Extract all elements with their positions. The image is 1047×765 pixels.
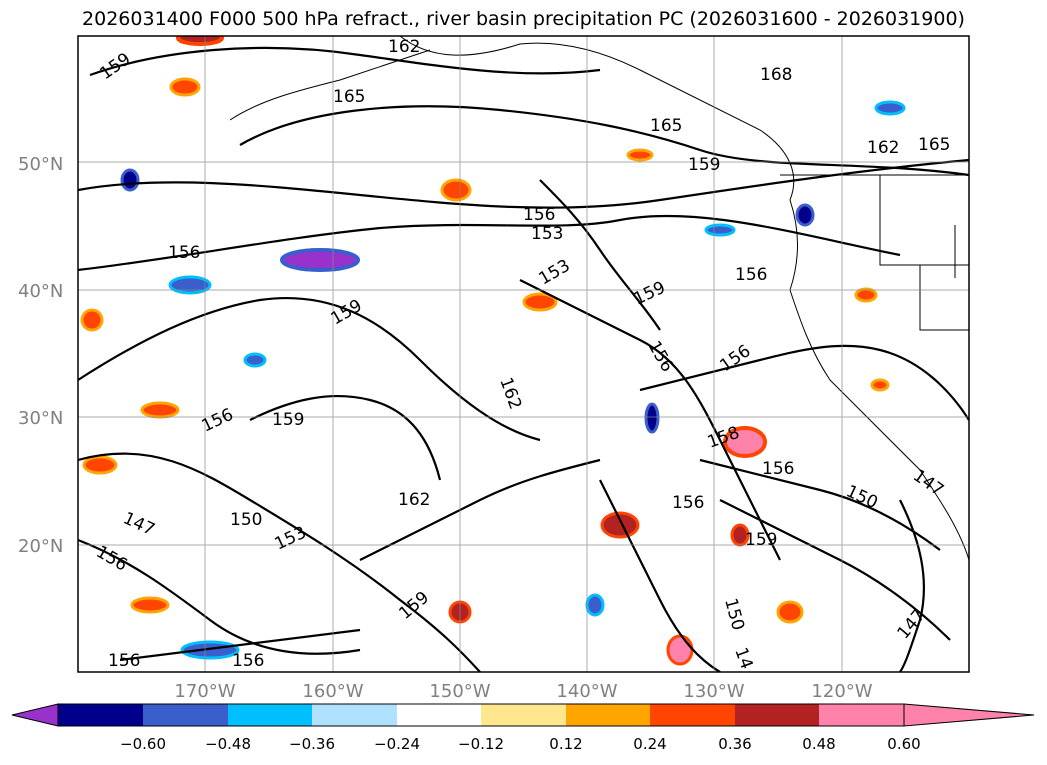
map-title: 2026031400 F000 500 hPa refract., river … xyxy=(82,8,965,30)
precip-blob xyxy=(795,203,815,227)
precip-blob xyxy=(854,287,878,303)
contour-label: 156 xyxy=(108,651,140,671)
precip-blob xyxy=(169,77,201,97)
colorbar-tick: 0.36 xyxy=(718,735,752,753)
contour-label: 156 xyxy=(168,243,200,263)
precip-blob xyxy=(130,596,170,614)
contour-label: 156 xyxy=(735,265,767,285)
contour-label: 156 xyxy=(672,493,704,513)
precip-blob xyxy=(243,352,267,368)
colorbar-tick: 0.24 xyxy=(633,735,667,753)
precip-blob xyxy=(585,593,605,617)
lat-label: 20°N xyxy=(18,536,63,557)
contour-label: 156 xyxy=(523,205,555,225)
colorbar-segment xyxy=(819,704,904,726)
map-content: 159 165 162 168 165 162 165 159 156 153 … xyxy=(78,36,969,672)
lon-label: 120°W xyxy=(811,681,872,702)
precip-blob xyxy=(666,634,694,666)
colorbar-tick: −0.48 xyxy=(205,735,251,753)
precip-shading xyxy=(80,36,906,666)
contour-label: 162 xyxy=(867,138,899,158)
lat-label: 50°N xyxy=(18,154,63,175)
contour-label: 153 xyxy=(531,224,563,244)
colorbar-segment xyxy=(650,704,735,726)
colorbar-extend-min xyxy=(11,703,59,727)
precip-blob xyxy=(723,426,767,458)
precip-blob xyxy=(776,600,804,624)
colorbar-tick: 0.12 xyxy=(549,735,583,753)
precip-blob xyxy=(874,100,906,116)
precip-blob xyxy=(870,378,890,392)
contour-label: 165 xyxy=(650,116,682,136)
contour-label: 156 xyxy=(762,459,794,479)
contour-label: 159 xyxy=(272,410,304,430)
precip-blob xyxy=(644,402,660,434)
precip-blob xyxy=(168,275,212,295)
colorbar-tick: −0.60 xyxy=(120,735,166,753)
lon-label: 160°W xyxy=(302,681,363,702)
coastlines xyxy=(229,36,969,561)
colorbar-tick: −0.36 xyxy=(289,735,335,753)
colorbar-tick: 0.48 xyxy=(802,735,836,753)
precip-blob xyxy=(600,511,640,539)
precip-blob xyxy=(80,308,104,332)
colorbar-tick: −0.24 xyxy=(374,735,420,753)
colorbar-segment xyxy=(397,704,481,726)
colorbar-segment xyxy=(143,704,228,726)
contour-label: 159 xyxy=(688,155,720,175)
lon-label: 140°W xyxy=(556,681,617,702)
colorbar-segment xyxy=(228,704,312,726)
contour-label: 165 xyxy=(918,135,950,155)
contour-label: 165 xyxy=(333,87,365,107)
gridlines xyxy=(78,36,969,672)
contour-label: 162 xyxy=(388,37,420,57)
contour-labels: 159 165 162 168 165 162 165 159 156 153 … xyxy=(93,37,951,672)
precip-blob xyxy=(120,168,140,192)
colorbar-extend-max xyxy=(903,703,1035,727)
colorbar-segment xyxy=(566,704,650,726)
precip-blob xyxy=(140,401,180,419)
colorbar-segment xyxy=(481,704,566,726)
precip-blob xyxy=(176,36,224,46)
colorbar-segment xyxy=(58,704,143,726)
precip-blob xyxy=(180,640,240,660)
precip-blob xyxy=(522,292,558,312)
axis-labels: 50°N 40°N 30°N 20°N 170°W 160°W 150°W 14… xyxy=(18,154,873,702)
lon-label: 150°W xyxy=(429,681,490,702)
colorbar-tick: −0.12 xyxy=(458,735,504,753)
refractivity-contours xyxy=(78,46,969,672)
contour-label: 168 xyxy=(760,65,792,85)
colorbar-segment xyxy=(735,704,819,726)
map-frame xyxy=(77,35,970,673)
colorbar-segment xyxy=(312,704,397,726)
colorbar-tick: 0.60 xyxy=(887,735,921,753)
lat-label: 40°N xyxy=(18,281,63,302)
contour-label: 159 xyxy=(745,530,777,550)
contour-label: 150 xyxy=(230,510,262,530)
contour-label: 156 xyxy=(232,651,264,671)
colorbar xyxy=(11,703,1035,727)
colorbar-outline xyxy=(57,703,905,727)
lon-label: 130°W xyxy=(683,681,744,702)
contour-label: 162 xyxy=(398,490,430,510)
precip-blob xyxy=(280,248,360,272)
precip-blob xyxy=(440,178,472,202)
lat-label: 30°N xyxy=(18,408,63,429)
precip-blob xyxy=(82,455,118,475)
precip-blob xyxy=(704,223,736,237)
precip-blob xyxy=(626,148,654,162)
lon-label: 170°W xyxy=(174,681,235,702)
